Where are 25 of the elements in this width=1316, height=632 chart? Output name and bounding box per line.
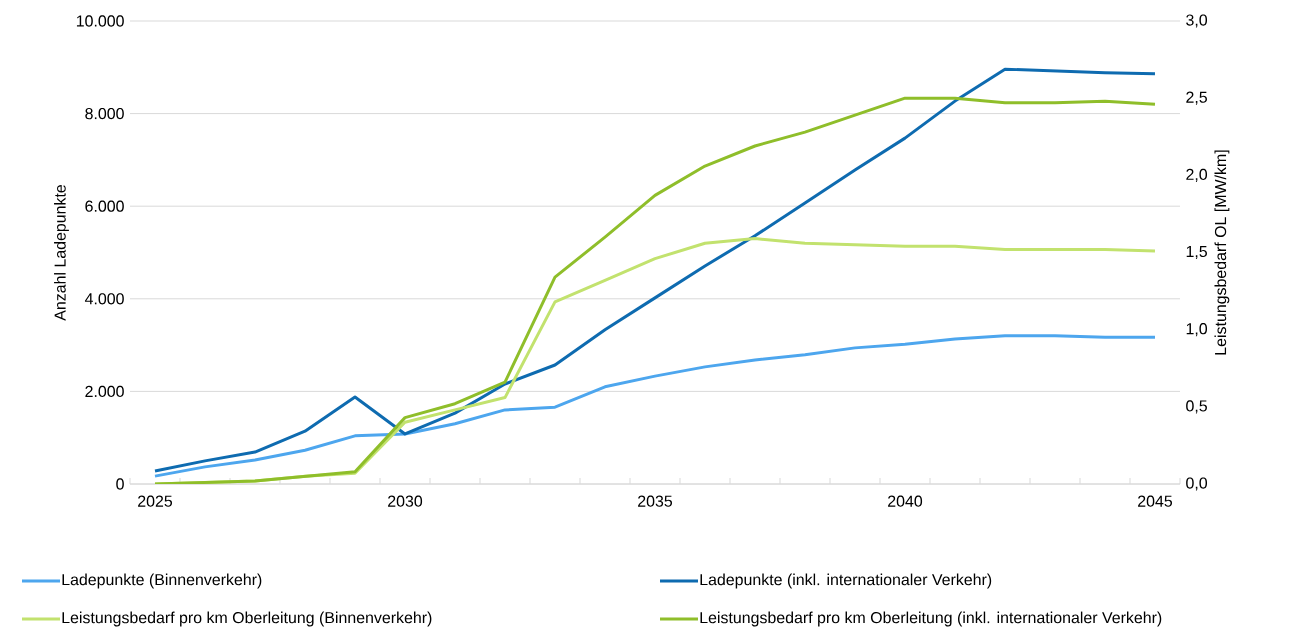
y2-tick-label: 1,5 [1186,245,1207,259]
y-axis-title: Anzahl Ladepunkte [54,185,69,321]
legend-label: Leistungsbedarf pro km Oberleitung (inkl. internationaler Verkehr) [700,611,1162,627]
y-tick-label: 2.000 [85,385,124,398]
line-series [153,334,1157,478]
y2-tick-label: 0,0 [1186,477,1208,491]
legend-label: Leistungsbedarf pro km Oberleitung (Binnenverkehr) [62,611,432,627]
legend-label: Ladepunkte (Binnenverkehr) [62,573,262,589]
y2-tick-label: 0,5 [1186,400,1207,414]
y2-axis-title: Leistungsbedarf OL [MW/km] [1214,150,1230,355]
x-tick-label: 2040 [888,495,923,507]
y2-tick-label: 2,5 [1186,91,1207,105]
y-tick-label: 10.000 [76,15,124,27]
x-tick-label: 2025 [138,495,173,507]
y2-tick-label: 3,0 [1186,14,1208,28]
y-tick-label: 6.000 [85,200,124,212]
x-tick-label: 2035 [638,495,673,507]
y-tick-label: 0 [116,478,124,490]
y-tick-label: 8.000 [85,107,124,120]
x-tick-label: 2030 [388,495,423,507]
legend-label: Ladepunkte (inkl. internationaler Verkehr) [700,573,992,589]
y-tick-label: 4.000 [84,293,124,305]
y2-tick-label: 2,0 [1186,168,1208,182]
x-tick-label: 2045 [1138,495,1173,507]
y2-tick-label: 1,0 [1186,323,1208,337]
